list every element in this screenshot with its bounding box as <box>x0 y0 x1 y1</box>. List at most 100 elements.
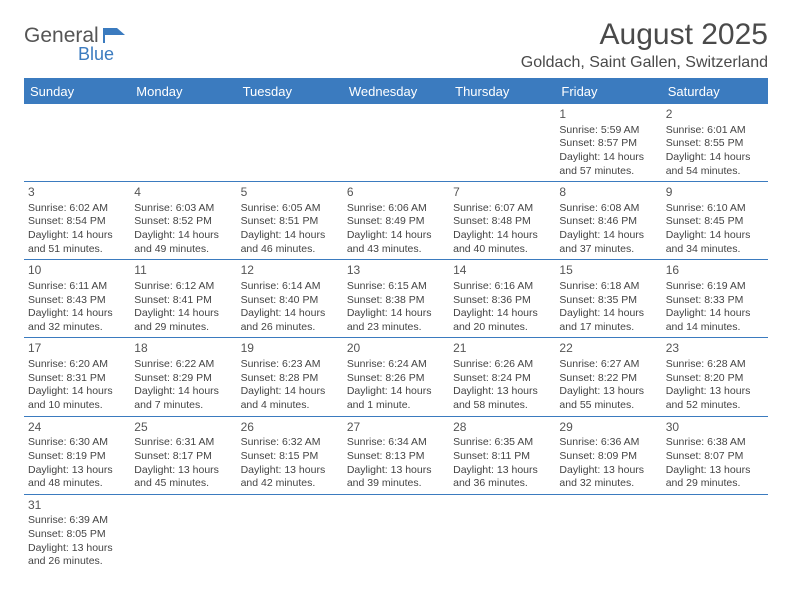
day-number: 9 <box>666 185 764 201</box>
daylight-text: Daylight: 14 hours <box>666 229 764 243</box>
calendar-week: 24Sunrise: 6:30 AMSunset: 8:19 PMDayligh… <box>24 416 768 494</box>
calendar-table: SundayMondayTuesdayWednesdayThursdayFrid… <box>24 79 768 572</box>
calendar-day: 26Sunrise: 6:32 AMSunset: 8:15 PMDayligh… <box>237 416 343 494</box>
sunset-text: Sunset: 8:36 PM <box>453 294 551 308</box>
day-header: Thursday <box>449 79 555 104</box>
daylight-text: Daylight: 14 hours <box>28 229 126 243</box>
calendar-day: 14Sunrise: 6:16 AMSunset: 8:36 PMDayligh… <box>449 260 555 338</box>
day-number: 28 <box>453 420 551 436</box>
daylight-text: Daylight: 14 hours <box>241 307 339 321</box>
daylight-text: and 48 minutes. <box>28 477 126 491</box>
calendar-day-empty <box>449 104 555 182</box>
sunrise-text: Sunrise: 6:23 AM <box>241 358 339 372</box>
sunset-text: Sunset: 8:38 PM <box>347 294 445 308</box>
daylight-text: and 45 minutes. <box>134 477 232 491</box>
sunset-text: Sunset: 8:35 PM <box>559 294 657 308</box>
logo-word2-wrap: Blue <box>24 44 114 65</box>
sunset-text: Sunset: 8:26 PM <box>347 372 445 386</box>
sunrise-text: Sunrise: 6:08 AM <box>559 202 657 216</box>
day-number: 6 <box>347 185 445 201</box>
sunrise-text: Sunrise: 6:24 AM <box>347 358 445 372</box>
daylight-text: Daylight: 14 hours <box>559 307 657 321</box>
calendar-day: 2Sunrise: 6:01 AMSunset: 8:55 PMDaylight… <box>662 104 768 182</box>
sunset-text: Sunset: 8:49 PM <box>347 215 445 229</box>
daylight-text: and 58 minutes. <box>453 399 551 413</box>
day-number: 30 <box>666 420 764 436</box>
day-header: Wednesday <box>343 79 449 104</box>
daylight-text: Daylight: 14 hours <box>134 307 232 321</box>
sunrise-text: Sunrise: 6:20 AM <box>28 358 126 372</box>
calendar-day: 3Sunrise: 6:02 AMSunset: 8:54 PMDaylight… <box>24 182 130 260</box>
sunrise-text: Sunrise: 6:10 AM <box>666 202 764 216</box>
day-header: Tuesday <box>237 79 343 104</box>
sunrise-text: Sunrise: 6:16 AM <box>453 280 551 294</box>
daylight-text: Daylight: 13 hours <box>241 464 339 478</box>
day-number: 21 <box>453 341 551 357</box>
day-number: 18 <box>134 341 232 357</box>
calendar-day: 31Sunrise: 6:39 AMSunset: 8:05 PMDayligh… <box>24 494 130 572</box>
sunset-text: Sunset: 8:13 PM <box>347 450 445 464</box>
daylight-text: and 42 minutes. <box>241 477 339 491</box>
day-number: 26 <box>241 420 339 436</box>
daylight-text: Daylight: 14 hours <box>666 307 764 321</box>
daylight-text: Daylight: 14 hours <box>347 229 445 243</box>
day-number: 23 <box>666 341 764 357</box>
daylight-text: Daylight: 13 hours <box>666 385 764 399</box>
sunset-text: Sunset: 8:19 PM <box>28 450 126 464</box>
daylight-text: and 4 minutes. <box>241 399 339 413</box>
calendar-day-empty <box>449 494 555 572</box>
sunrise-text: Sunrise: 6:07 AM <box>453 202 551 216</box>
calendar-day-empty <box>555 494 661 572</box>
month-title: August 2025 <box>521 18 768 52</box>
day-number: 4 <box>134 185 232 201</box>
sunset-text: Sunset: 8:46 PM <box>559 215 657 229</box>
calendar-day: 5Sunrise: 6:05 AMSunset: 8:51 PMDaylight… <box>237 182 343 260</box>
day-of-week-row: SundayMondayTuesdayWednesdayThursdayFrid… <box>24 79 768 104</box>
daylight-text: and 29 minutes. <box>134 321 232 335</box>
sunrise-text: Sunrise: 6:03 AM <box>134 202 232 216</box>
sunrise-text: Sunrise: 6:28 AM <box>666 358 764 372</box>
calendar-day: 27Sunrise: 6:34 AMSunset: 8:13 PMDayligh… <box>343 416 449 494</box>
sunset-text: Sunset: 8:24 PM <box>453 372 551 386</box>
daylight-text: and 26 minutes. <box>28 555 126 569</box>
daylight-text: Daylight: 13 hours <box>347 464 445 478</box>
calendar-day-empty <box>343 104 449 182</box>
daylight-text: Daylight: 14 hours <box>559 229 657 243</box>
calendar-day-empty <box>130 494 236 572</box>
sunrise-text: Sunrise: 6:31 AM <box>134 436 232 450</box>
day-number: 25 <box>134 420 232 436</box>
calendar-day: 10Sunrise: 6:11 AMSunset: 8:43 PMDayligh… <box>24 260 130 338</box>
calendar-day: 12Sunrise: 6:14 AMSunset: 8:40 PMDayligh… <box>237 260 343 338</box>
calendar-day: 7Sunrise: 6:07 AMSunset: 8:48 PMDaylight… <box>449 182 555 260</box>
calendar-day-empty <box>343 494 449 572</box>
sunrise-text: Sunrise: 6:27 AM <box>559 358 657 372</box>
calendar-day: 11Sunrise: 6:12 AMSunset: 8:41 PMDayligh… <box>130 260 236 338</box>
calendar-day: 30Sunrise: 6:38 AMSunset: 8:07 PMDayligh… <box>662 416 768 494</box>
calendar-day-empty <box>130 104 236 182</box>
daylight-text: and 1 minute. <box>347 399 445 413</box>
calendar-day-empty <box>662 494 768 572</box>
calendar-week: 17Sunrise: 6:20 AMSunset: 8:31 PMDayligh… <box>24 338 768 416</box>
day-number: 13 <box>347 263 445 279</box>
sunset-text: Sunset: 8:45 PM <box>666 215 764 229</box>
day-number: 27 <box>347 420 445 436</box>
calendar-day: 1Sunrise: 5:59 AMSunset: 8:57 PMDaylight… <box>555 104 661 182</box>
sunrise-text: Sunrise: 6:34 AM <box>347 436 445 450</box>
daylight-text: Daylight: 13 hours <box>453 464 551 478</box>
day-header: Saturday <box>662 79 768 104</box>
daylight-text: and 20 minutes. <box>453 321 551 335</box>
day-number: 31 <box>28 498 126 514</box>
sunset-text: Sunset: 8:09 PM <box>559 450 657 464</box>
calendar-week: 31Sunrise: 6:39 AMSunset: 8:05 PMDayligh… <box>24 494 768 572</box>
sunrise-text: Sunrise: 6:12 AM <box>134 280 232 294</box>
calendar-page: General August 2025 Goldach, Saint Galle… <box>0 0 792 582</box>
day-number: 22 <box>559 341 657 357</box>
daylight-text: and 57 minutes. <box>559 165 657 179</box>
daylight-text: Daylight: 14 hours <box>28 385 126 399</box>
daylight-text: and 49 minutes. <box>134 243 232 257</box>
daylight-text: and 52 minutes. <box>666 399 764 413</box>
daylight-text: Daylight: 13 hours <box>453 385 551 399</box>
daylight-text: Daylight: 13 hours <box>559 464 657 478</box>
sunset-text: Sunset: 8:07 PM <box>666 450 764 464</box>
calendar-day: 4Sunrise: 6:03 AMSunset: 8:52 PMDaylight… <box>130 182 236 260</box>
